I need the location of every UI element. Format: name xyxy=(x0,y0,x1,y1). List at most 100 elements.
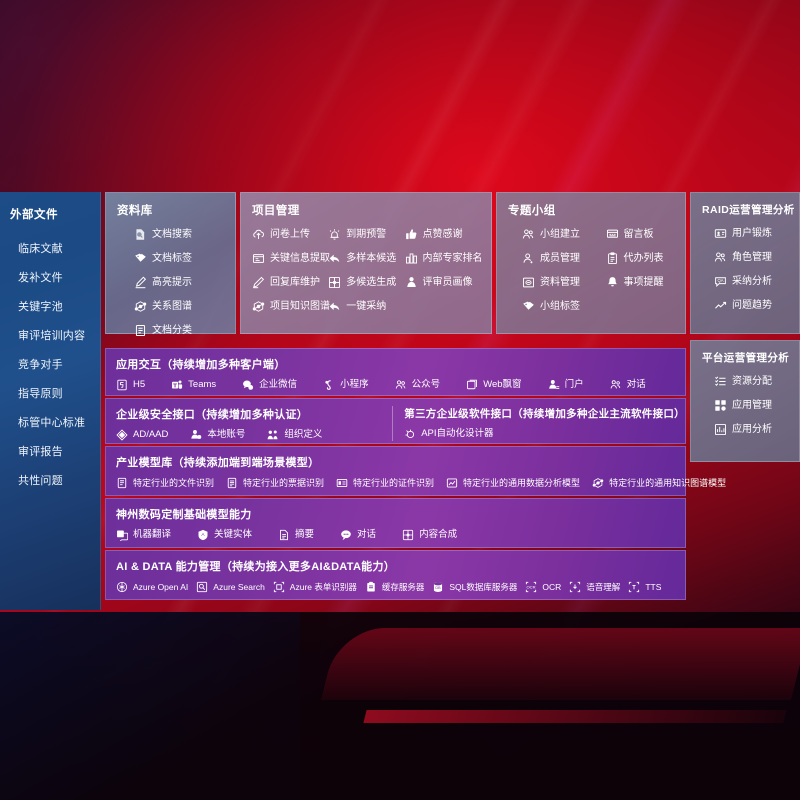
library-item-highlight[interactable]: 高亮提示 xyxy=(117,276,225,289)
project-item-label: 点赞感谢 xyxy=(422,228,463,240)
app-manage-icon xyxy=(714,399,727,412)
raid-item-role-manage[interactable]: 角色管理 xyxy=(702,251,789,264)
group-item-material-manage[interactable]: 资料管理 xyxy=(508,276,592,289)
tts-icon xyxy=(628,581,640,593)
platform-item-app-manage[interactable]: 应用管理 xyxy=(702,399,789,412)
aidata-item-form-recognizer[interactable]: Azure 表单识别器 xyxy=(273,581,357,593)
sidebar-item-guidelines[interactable]: 指导原则 xyxy=(18,388,63,400)
interaction-item-official-account[interactable]: 公众号 xyxy=(395,379,440,391)
aidata-item-tts[interactable]: TTS xyxy=(628,581,661,593)
sidebar-item-standards-center[interactable]: 标管中心标准 xyxy=(18,417,86,429)
interaction-item-label: 门户 xyxy=(564,379,584,391)
aidata-item-label: OCR xyxy=(542,581,562,592)
interaction-item-miniprogram[interactable]: 小程序 xyxy=(323,379,369,391)
group-item-member-manage[interactable]: 成员管理 xyxy=(508,252,592,265)
highlight-pen-icon xyxy=(134,276,147,289)
multi-sample-icon xyxy=(328,252,341,265)
platform-item-label: 资源分配 xyxy=(732,375,772,387)
project-item-key-info-extract[interactable]: 关键信息提取 xyxy=(252,252,330,265)
industry-item-invoice-recognition[interactable]: 特定行业的票据识别 xyxy=(226,477,324,489)
basemodel-item-key-entity[interactable]: A 关键实体 xyxy=(197,529,252,541)
sidebar-item-keyword-pool[interactable]: 关键字池 xyxy=(18,301,63,313)
project-item-expert-ranking[interactable]: 内部专家排名 xyxy=(405,252,483,265)
sidebar-item-review-report[interactable]: 审评报告 xyxy=(18,446,63,458)
aidata-item-azure-search[interactable]: Azure Search xyxy=(196,581,265,593)
group-item-todo-list[interactable]: 代办列表 xyxy=(592,252,676,265)
group-item-label: 小组建立 xyxy=(540,228,580,240)
industry-item-file-recognition[interactable]: 特定行业的文件识别 xyxy=(116,477,214,489)
project-item-label: 评审员画像 xyxy=(422,276,473,288)
basemodel-item-dialog[interactable]: 对话 xyxy=(340,529,376,541)
row-ai-data: AI & DATA 能力管理（持续为接入更多AI&DATA能力） Azure O… xyxy=(105,550,686,600)
local-account-icon xyxy=(190,429,202,441)
project-item-thanks[interactable]: 点赞感谢 xyxy=(405,228,481,241)
interaction-item-dialog[interactable]: 对话 xyxy=(610,379,646,391)
interaction-item-teams[interactable]: Teams xyxy=(171,379,216,391)
security-item-local-account[interactable]: 本地账号 xyxy=(190,429,245,441)
aidata-item-ocr[interactable]: OCR OCR xyxy=(525,581,561,593)
basemodel-item-content-synthesis[interactable]: 内容合成 xyxy=(402,529,457,541)
library-item-relation-graph[interactable]: 关系图谱 xyxy=(117,300,225,313)
project-item-knowledge-graph[interactable]: 项目知识图谱 xyxy=(252,300,330,313)
industry-item-data-analysis-model[interactable]: 特定行业的通用数据分析模型 xyxy=(446,477,580,489)
project-item-reviewer-profile[interactable]: 评审员画像 xyxy=(405,276,481,289)
aidata-item-speech-understanding[interactable]: 语音理解 xyxy=(569,581,620,593)
project-item-expiry-alert[interactable]: 到期预警 xyxy=(328,228,404,241)
panel-project-title: 项目管理 xyxy=(252,205,300,217)
file-recognize-icon xyxy=(116,477,128,489)
security-item-org-define[interactable]: 组织定义 xyxy=(267,429,322,441)
sidebar-item-supplement-files[interactable]: 发补文件 xyxy=(18,272,63,284)
library-item-document-category[interactable]: 文档分类 xyxy=(117,324,225,337)
interaction-item-portal[interactable]: 门户 xyxy=(548,379,584,391)
sidebar-item-clinical-literature[interactable]: 临床文献 xyxy=(18,243,63,255)
aidata-item-label: Azure Search xyxy=(213,581,265,592)
platform-item-app-analysis[interactable]: 应用分析 xyxy=(702,423,789,436)
project-item-multi-sample[interactable]: 多样本候选 xyxy=(328,252,404,265)
group-item-create[interactable]: 小组建立 xyxy=(508,228,592,241)
sidebar-item-competitors[interactable]: 竞争对手 xyxy=(18,359,63,371)
raid-item-label: 用户锻炼 xyxy=(732,227,772,239)
group-item-reminder[interactable]: 事项提醒 xyxy=(592,276,676,289)
panel-raid-analysis: RAID运营管理分析 用户锻炼 角色管理 QA 采纳分析 问题趋势 xyxy=(690,192,800,334)
interaction-item-h5[interactable]: H5 xyxy=(116,379,145,391)
archive-icon xyxy=(522,276,535,289)
aidata-item-cache-server[interactable]: 缓存服务器 xyxy=(365,581,425,593)
raid-item-adoption-analysis[interactable]: QA 采纳分析 xyxy=(702,275,789,288)
basemodel-item-machine-translation[interactable]: A 机器翻译 xyxy=(116,529,171,541)
thirdparty-item-api-designer[interactable]: API自动化设计器 xyxy=(404,428,494,440)
project-item-multi-candidate[interactable]: 多候选生成 xyxy=(328,276,404,289)
row-base-model: 神州数码定制基础模型能力 A 机器翻译 A 关键实体 摘要 对话 xyxy=(105,498,686,548)
aidata-item-azure-openai[interactable]: Azure Open AI xyxy=(116,581,188,593)
cloud-upload-icon xyxy=(252,228,265,241)
raid-item-issue-trend[interactable]: 问题趋势 xyxy=(702,299,789,312)
interaction-item-web-window[interactable]: Web飘窗 xyxy=(466,379,522,391)
library-item-document-search[interactable]: 文档搜索 xyxy=(117,228,225,241)
project-item-one-click-adopt[interactable]: 一键采纳 xyxy=(328,300,404,313)
security-item-ad-aad[interactable]: AD/AAD xyxy=(116,429,168,441)
interaction-item-wework[interactable]: 企业微信 xyxy=(242,379,297,391)
library-item-label: 文档标签 xyxy=(152,252,192,264)
data-analysis-icon xyxy=(446,477,458,489)
content-synthesis-icon xyxy=(402,529,414,541)
industry-item-id-recognition[interactable]: 特定行业的证件识别 xyxy=(336,477,434,489)
knowledge-graph-icon xyxy=(592,477,604,489)
sidebar-item-common-issues[interactable]: 共性问题 xyxy=(18,475,63,487)
platform-item-resource-allocation[interactable]: 资源分配 xyxy=(702,375,789,388)
sidebar: 外部文件 临床文献 发补文件 关键字池 审评培训内容 竞争对手 指导原则 标管中… xyxy=(0,192,101,610)
org-define-icon xyxy=(267,429,279,441)
basemodel-item-summary[interactable]: 摘要 xyxy=(278,529,314,541)
project-item-questionnaire-upload[interactable]: 问卷上传 xyxy=(252,228,328,241)
aidata-item-label: 缓存服务器 xyxy=(381,581,425,592)
sidebar-item-review-training[interactable]: 审评培训内容 xyxy=(18,330,86,342)
industry-item-knowledge-graph-model[interactable]: 特定行业的通用知识图谱模型 xyxy=(592,477,726,489)
trend-chart-icon xyxy=(714,299,727,312)
bell-icon xyxy=(606,276,619,289)
project-item-reply-library[interactable]: 回复库维护 xyxy=(252,276,328,289)
group-item-tag[interactable]: 小组标签 xyxy=(508,300,592,313)
official-account-icon xyxy=(395,379,407,391)
aidata-item-sql-database[interactable]: DB SQL数据库服务器 xyxy=(432,581,517,593)
library-item-document-tag[interactable]: 文档标签 xyxy=(117,252,225,265)
raid-item-user-training[interactable]: 用户锻炼 xyxy=(702,227,789,240)
teams-icon xyxy=(171,379,183,391)
group-item-message-board[interactable]: 留言板 xyxy=(592,228,676,241)
